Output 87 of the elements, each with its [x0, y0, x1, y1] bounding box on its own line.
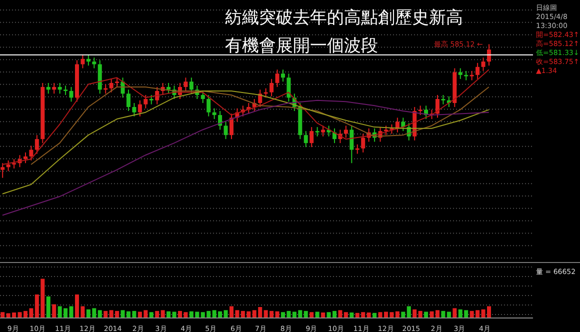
- candlestick: [149, 94, 154, 105]
- candlestick: [34, 134, 39, 154]
- bar: [412, 309, 417, 318]
- chart-subtitle: 有機會展開一個波段: [225, 35, 378, 57]
- bar: [406, 306, 411, 318]
- candlestick: [384, 125, 388, 136]
- candlestick: [286, 73, 291, 102]
- candlestick: [206, 94, 211, 117]
- bar: [166, 311, 171, 318]
- candlestick: [0, 162, 5, 178]
- bar: [46, 296, 50, 318]
- bar: [52, 304, 56, 318]
- candlestick: [275, 69, 280, 88]
- bar: [446, 312, 451, 318]
- candlestick: [132, 102, 136, 117]
- candlestick: [200, 90, 205, 104]
- bar: [452, 308, 457, 318]
- candlestick: [109, 78, 114, 93]
- candlestick: [64, 85, 68, 96]
- candlestick: [418, 105, 422, 116]
- bar: [0, 312, 5, 318]
- candlestick: [144, 94, 148, 109]
- candlestick: [58, 82, 62, 94]
- bar: [155, 310, 160, 318]
- bar: [338, 310, 342, 318]
- candlestick: [270, 78, 274, 97]
- candlestick: [138, 100, 142, 117]
- candlestick: [189, 77, 194, 94]
- bar: [344, 312, 348, 318]
- bar: [366, 312, 371, 318]
- candlestick: [115, 77, 120, 88]
- bar: [395, 311, 400, 318]
- candlestick: [476, 62, 480, 80]
- bar: [172, 312, 176, 318]
- candlestick: [224, 121, 228, 140]
- candlestick: [80, 54, 85, 69]
- bar: [224, 310, 228, 318]
- candlestick: [344, 125, 348, 138]
- candlestick: [184, 77, 188, 92]
- candlestick: [321, 125, 326, 137]
- candlestick: [470, 70, 474, 81]
- candlestick: [458, 68, 462, 80]
- candlestick: [481, 57, 486, 72]
- candlestick: [155, 86, 160, 105]
- bar: [441, 310, 446, 318]
- bar: [418, 310, 422, 318]
- bar: [104, 310, 108, 318]
- bar: [315, 312, 320, 318]
- candlestick: [126, 89, 130, 112]
- candlestick: [229, 113, 234, 140]
- bar: [69, 306, 74, 318]
- bar: [401, 312, 406, 318]
- candlestick: [361, 133, 366, 153]
- candlestick: [258, 89, 262, 108]
- candlestick: [86, 54, 90, 66]
- chart-title: 紡織突破去年的高點創歷史新高: [225, 7, 463, 29]
- candlestick: [52, 82, 56, 94]
- bar: [149, 312, 154, 318]
- candlestick: [435, 94, 440, 118]
- bar: [98, 310, 102, 318]
- bar: [350, 312, 354, 318]
- candlestick: [486, 44, 491, 66]
- bar: [310, 312, 314, 318]
- candlestick: [315, 126, 320, 137]
- bar: [321, 312, 326, 318]
- bar: [160, 310, 165, 318]
- candlestick: [280, 69, 285, 82]
- candlestick: [23, 152, 28, 164]
- candlestick: [12, 158, 16, 169]
- candlestick: [401, 117, 406, 132]
- candlestick: [441, 94, 446, 105]
- candlestick: [304, 130, 308, 148]
- bar: [275, 311, 280, 318]
- candlestick: [6, 160, 10, 172]
- candlestick: [29, 145, 34, 161]
- candlestick: [69, 86, 74, 102]
- candlestick: [464, 70, 468, 81]
- bar: [304, 310, 308, 318]
- candlestick: [46, 82, 50, 94]
- bar: [424, 312, 428, 318]
- candlestick: [92, 57, 96, 69]
- candlestick: [355, 144, 360, 154]
- candlestick: [212, 108, 216, 120]
- candlestick: [310, 126, 314, 148]
- candlestick: [350, 125, 354, 164]
- candlestick: [166, 82, 171, 94]
- candlestick: [395, 117, 400, 133]
